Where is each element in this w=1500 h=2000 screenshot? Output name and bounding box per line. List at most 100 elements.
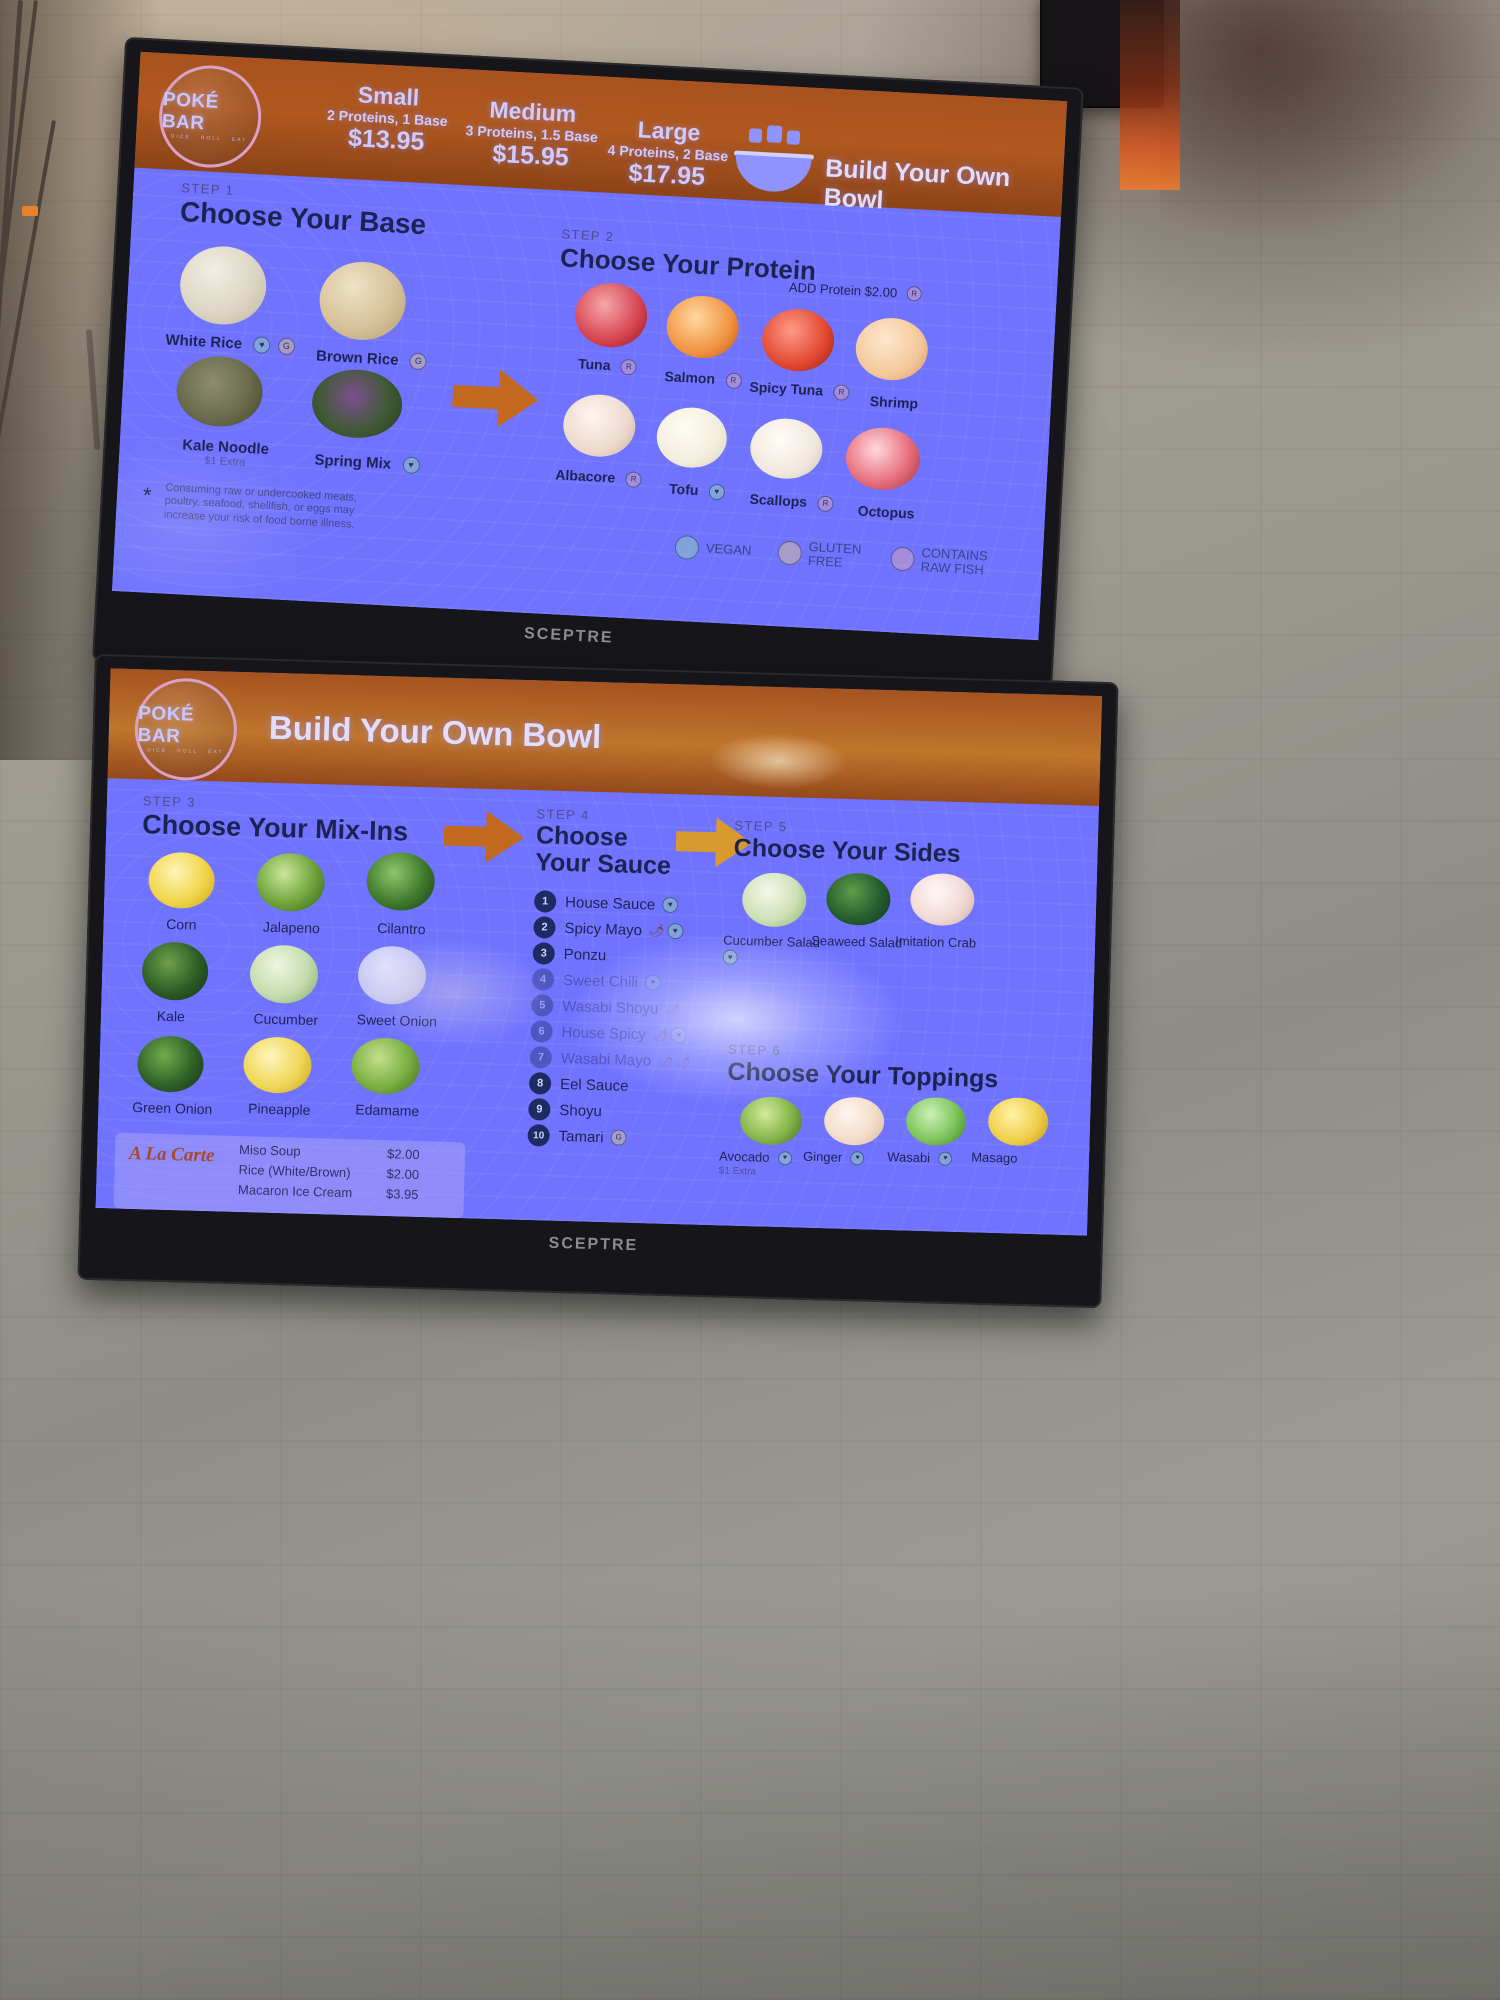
mixin-item-edamame[interactable]: Edamame [332, 1101, 442, 1122]
mixin-item-name: Pineapple [247, 1100, 311, 1119]
topping-item-name: Masago [971, 1149, 1018, 1166]
mixin-item-name: Corn [166, 915, 197, 933]
vegan-icon: ♥ [670, 1027, 688, 1044]
side-item-seaweed-salad[interactable]: Seaweed Salad [811, 932, 903, 951]
spicy-icon: 🌶 [652, 1027, 669, 1042]
sauce-name: House Sauce [564, 893, 656, 914]
mixin-item-corn[interactable]: Corn [133, 915, 229, 936]
sauce-number: 2 [533, 916, 556, 939]
a-la-carte-row: Miso Soup [238, 1142, 301, 1159]
logo-tagline: DICE . ROLL . EAT [146, 747, 224, 756]
menu-board-top: POKÉ BAR DICE . ROLL . EAT Small 2 Prote… [111, 51, 1068, 641]
orange-wall-strip [1120, 0, 1180, 190]
sauce-row[interactable]: 5 Wasabi Shoyu 🌶 [530, 994, 692, 1020]
raw-fish-icon: R [906, 286, 922, 302]
sauce-row[interactable]: 3 Ponzu [532, 942, 693, 968]
mixin-item-name: Cucumber [253, 1010, 319, 1029]
side-item-name: Seaweed Salad [811, 932, 903, 951]
protein-item-name: Scallops [749, 490, 808, 510]
mixin-item-pineapple[interactable]: Pineapple [224, 1100, 334, 1121]
side-item-imitation-crab[interactable]: Imitation Crab [895, 933, 987, 951]
arrow-right-icon [452, 369, 539, 428]
add-protein-label: ADD Protein $2.00 [788, 279, 898, 301]
mixin-item-name: Edamame [355, 1101, 420, 1120]
protein-item-name: Octopus [857, 502, 915, 522]
protein-item-name: Shrimp [869, 393, 919, 412]
a-la-carte-price: $2.00 [386, 1166, 420, 1183]
sauce-row[interactable]: 10 Tamari G [527, 1124, 688, 1150]
mixin-item-cilantro[interactable]: Cilantro [349, 919, 453, 940]
bowl-cup [734, 154, 812, 194]
sauce-name: Shoyu [559, 1101, 603, 1120]
tv-top-bezel: POKÉ BAR DICE . ROLL . EAT Small 2 Prote… [92, 36, 1084, 713]
tv-bottom-bezel: POKÉ BAR DICE . ROLL . EAT Build Your Ow… [77, 653, 1119, 1309]
wall-dark-corner [1160, 0, 1500, 240]
raw-fish-icon [889, 545, 915, 572]
sauce-name: Sweet Chili [562, 971, 639, 991]
vegan-icon: ♥ [938, 1151, 953, 1166]
sauce-row[interactable]: 7 Wasabi Mayo 🌶 🌶 [529, 1046, 691, 1072]
step6-label: STEP 6 [727, 1041, 782, 1059]
arrow-right-icon [443, 810, 524, 863]
vegan-icon: ♥ [850, 1150, 865, 1166]
spicy-icon: 🌶 [665, 1001, 681, 1017]
legend-label: GLUTEN FREE [807, 538, 862, 570]
mixin-item-jalapeno[interactable]: Jalapeno [239, 918, 343, 939]
a-la-carte-price: $3.95 [385, 1186, 419, 1203]
legend-gluten-free: GLUTEN FREE [776, 538, 865, 570]
legend-raw-fish: CONTAINS RAW FISH [889, 544, 991, 577]
mixin-item-name: Kale [156, 1007, 186, 1025]
legend-vegan: VEGAN [674, 534, 752, 563]
sauce-number: 10 [527, 1124, 550, 1147]
wall-shadow-bottom [0, 1580, 1500, 2000]
sauce-row[interactable]: 9 Shoyu [528, 1098, 689, 1124]
sauce-name: Wasabi Shoyu [562, 997, 659, 1018]
side-item-cucumber-salad[interactable]: Cucumber Salad ♥ [722, 932, 820, 968]
step5-label: STEP 5 [734, 817, 788, 835]
step4-label: STEP 4 [536, 806, 590, 823]
vegan-icon [674, 534, 700, 560]
topping-item-masago[interactable]: Masago [971, 1148, 1071, 1169]
sauce-row[interactable]: 8 Eel Sauce [528, 1072, 690, 1098]
side-item-name: Imitation Crab [895, 933, 977, 951]
mixin-item-green-onion[interactable]: Green Onion [114, 1099, 230, 1120]
legend-label: CONTAINS RAW FISH [920, 545, 989, 577]
sauce-name: House Spicy [561, 1023, 646, 1043]
mixin-item-kale[interactable]: Kale [123, 1007, 219, 1028]
topping-item-name: Wasabi [886, 1149, 931, 1166]
sauce-row[interactable]: 1 House Sauce ♥ [533, 890, 695, 916]
vegan-icon: ♥ [252, 336, 271, 355]
gluten-free-icon: G [277, 337, 296, 356]
mixin-item-name: Cilantro [377, 919, 426, 938]
sauce-row[interactable]: 4 Sweet Chili ♥ [531, 968, 693, 994]
tv-bottom-screen-area: POKÉ BAR DICE . ROLL . EAT Build Your Ow… [95, 668, 1103, 1236]
sauce-list: 1 House Sauce ♥ 2 Spicy Mayo 🌶 ♥ 3 Ponzu [527, 890, 695, 1154]
protein-item-name: Tofu [668, 480, 699, 499]
cable-clip [22, 206, 38, 216]
mixin-item-sweet-onion[interactable]: Sweet Onion [337, 1011, 457, 1032]
poke-bowl-icon [733, 125, 815, 194]
bowl-topping-1 [748, 128, 763, 143]
sauce-number: 6 [530, 1020, 553, 1043]
mixin-item-cucumber[interactable]: Cucumber [231, 1010, 341, 1031]
sauce-row[interactable]: 2 Spicy Mayo 🌶 ♥ [533, 916, 694, 942]
step1-label: STEP 1 [180, 180, 235, 198]
vegan-icon: ♥ [722, 949, 738, 965]
topping-item-name: Ginger [802, 1148, 843, 1165]
spicy-icon: 🌶 [675, 1054, 691, 1069]
gluten-free-icon [776, 539, 802, 566]
disclaimer-asterisk: * [142, 482, 153, 508]
vegan-icon: ♥ [644, 974, 662, 991]
protein-item-name: Spicy Tuna [749, 378, 824, 399]
vegan-icon: ♥ [661, 896, 679, 914]
gluten-free-icon: G [409, 352, 428, 371]
a-la-carte-title: A La Carte [128, 1142, 215, 1167]
menu-board-bottom: POKÉ BAR DICE . ROLL . EAT Build Your Ow… [95, 668, 1103, 1236]
bowl-topping-2 [766, 125, 783, 143]
vegan-icon: ♥ [402, 456, 420, 475]
sauce-row[interactable]: 6 House Spicy 🌶 ♥ [530, 1020, 691, 1046]
a-la-carte-row: Macaron Ice Cream [237, 1182, 353, 1201]
spicy-icon: 🌶 [648, 923, 665, 938]
sauce-number: 3 [532, 942, 556, 965]
